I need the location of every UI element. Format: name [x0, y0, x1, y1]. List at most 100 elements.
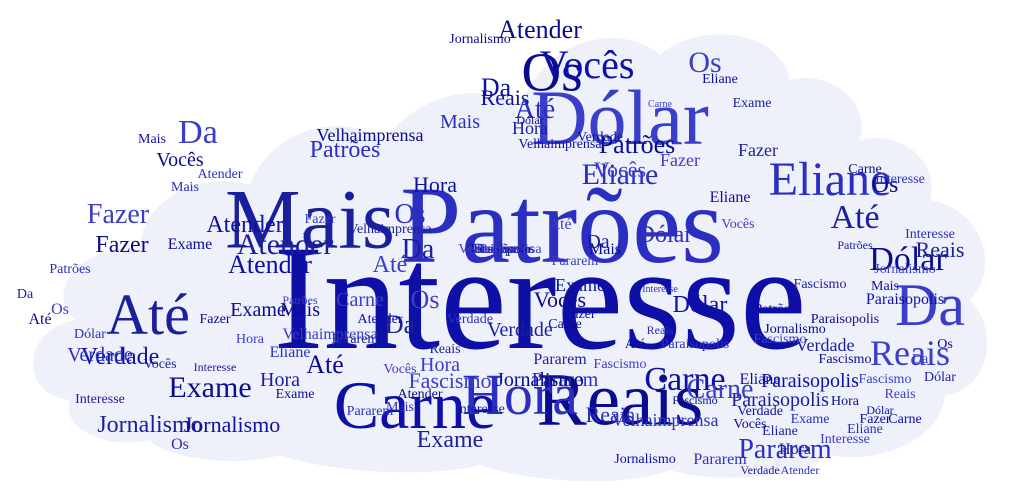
cloud-word: Verdade	[67, 344, 133, 366]
cloud-word: Jornalismo	[97, 412, 203, 438]
cloud-word: Dólar	[869, 241, 947, 278]
cloud-word: Eliane	[847, 422, 883, 437]
cloud-word: Exame	[167, 236, 213, 253]
cloud-word: Jornalismo	[874, 262, 936, 277]
cloud-word: Carne	[686, 374, 754, 405]
cloud-word: Os	[688, 46, 722, 79]
cloud-word: Hora	[462, 362, 578, 427]
cloud-word: Vocês	[383, 362, 417, 377]
cloud-word: Até	[514, 94, 556, 125]
cloud-word: Carne	[644, 361, 726, 398]
cloud-word: Fazer	[304, 212, 336, 227]
cloud-word: Da	[586, 231, 610, 253]
cloud-word: Fascismo	[753, 332, 807, 347]
cloud-word: Carne	[848, 162, 882, 177]
cloud-word: Mais	[871, 279, 899, 294]
cloud-word: Exame	[275, 387, 315, 402]
cloud-word: Pararem	[331, 332, 379, 347]
cloud-word: Carne	[548, 317, 582, 332]
cloud-word: Exame	[416, 427, 484, 453]
cloud-word: Interesse	[875, 172, 925, 187]
cloud-word: Patrões	[400, 164, 724, 286]
cloud-word: Eliane	[762, 424, 798, 439]
cloud-word: Paraisopolis	[465, 242, 535, 257]
cloud-word: Carne	[333, 367, 497, 443]
cloud-word: Patrões	[837, 238, 873, 252]
cloud-word: Jornalismo	[469, 242, 531, 257]
cloud-word: Mais	[386, 400, 414, 415]
cloud-word: Vocês	[721, 217, 755, 232]
cloud-word: Verdade	[737, 404, 783, 419]
cloud-word: Exame	[168, 371, 252, 404]
cloud-word: Paraisopolis	[660, 337, 730, 352]
cloud-word: Fazer	[564, 307, 596, 322]
cloud-word: Carne	[648, 99, 672, 110]
cloud-word: Eliane	[768, 153, 892, 206]
cloud-word: Hora	[512, 118, 548, 138]
cloud-word: Atender	[780, 463, 820, 477]
cloud-word: Paraisopolis	[761, 370, 859, 392]
cloud-word: Exame	[230, 299, 286, 321]
cloud-word: Patrões	[49, 262, 91, 277]
cloud-word: Da	[16, 287, 34, 302]
cloud-word: Atender	[236, 228, 334, 261]
cloud-word: Dólar	[866, 403, 894, 417]
cloud-word: Verdade	[487, 319, 553, 341]
cloud-word: Pararem	[551, 254, 599, 269]
cloud-word: Jornalismo	[764, 322, 826, 337]
cloud-word: Dólar	[531, 74, 709, 161]
cloud-word: Velhaimprensa	[611, 410, 719, 430]
cloud-word: Até	[624, 337, 646, 352]
cloud-word: Eliane	[709, 189, 751, 206]
cloud-word: Exame	[790, 412, 830, 427]
cloud-word: Até	[28, 311, 52, 328]
cloud-word: Fazer	[859, 412, 891, 427]
cloud-word: Interesse	[75, 392, 125, 407]
cloud-word: Dólar	[516, 113, 544, 127]
cloud-word: Mais	[138, 132, 166, 147]
cloud-word: Reais	[915, 237, 965, 262]
cloud-word: Reais	[429, 342, 461, 357]
cloud-word: Fazer	[738, 140, 778, 160]
cloud-word: Interesse	[193, 360, 237, 374]
cloud-word: Atender	[397, 387, 443, 402]
cloud-word: Verdade	[740, 463, 780, 477]
cloud-word: Reais	[480, 85, 530, 110]
cloud-word: Jornalismo	[183, 412, 281, 437]
cloud-word: Reais	[585, 402, 635, 427]
cloud-word: Hora	[831, 394, 859, 409]
cloud-word: Da	[384, 310, 416, 339]
cloud-word: Fazer	[660, 150, 700, 170]
cloud-word: Fascismo	[593, 357, 647, 372]
cloud-word: Exame	[555, 275, 605, 295]
cloud-word: Interesse	[273, 215, 807, 381]
cloud-word: Até	[830, 199, 880, 236]
cloud-word: Hora	[420, 354, 460, 376]
cloud-word: Até	[306, 350, 344, 379]
cloud-word: Atender	[206, 212, 284, 238]
cloud-word: Fascismo	[818, 352, 872, 367]
cloud-word: Exame	[732, 96, 772, 111]
cloud-word: Eliane	[739, 371, 781, 388]
cloud-word: Hora	[236, 332, 264, 347]
cloud-word: Vocês	[533, 287, 587, 312]
cloud-word: Atender	[357, 312, 403, 327]
cloud-word: Interesse	[642, 284, 678, 295]
cloud-word: Velhaimprensa	[518, 137, 602, 152]
cloud-word: Dólar	[924, 370, 956, 385]
cloud-word: Fazer	[199, 312, 231, 327]
cloud-word: Fascismo	[672, 393, 718, 407]
cloud-word: Jornalismo	[614, 452, 676, 467]
cloud-word: Eliane	[581, 158, 659, 191]
cloud-word: Os	[871, 172, 899, 198]
cloud-word: Patrões	[598, 130, 676, 159]
cloud-word: Os	[51, 301, 69, 318]
cloud-word: Até	[372, 252, 408, 278]
cloud-word: Dólar	[637, 222, 693, 248]
cloud-word: Vocês	[156, 149, 204, 171]
cloud-word: Até	[106, 282, 190, 347]
cloud-word: Interesse	[455, 402, 505, 417]
cloud-word: Da	[178, 114, 218, 151]
